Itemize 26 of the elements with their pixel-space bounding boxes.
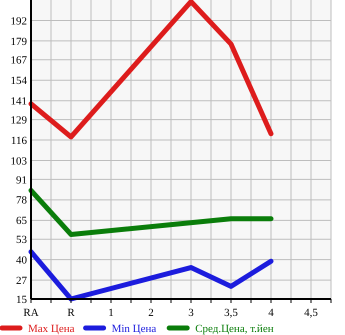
y-tick-label: 129 bbox=[10, 114, 28, 126]
legend-label: Max Цена bbox=[28, 323, 75, 335]
y-tick-label: 141 bbox=[10, 96, 27, 108]
x-tick-label: 3 bbox=[188, 307, 194, 319]
y-tick-label: 91 bbox=[16, 174, 27, 186]
y-tick-label: 167 bbox=[10, 54, 28, 67]
y-tick-label: 65 bbox=[16, 215, 28, 228]
y-tick-label: 27 bbox=[16, 274, 28, 287]
y-tick-label: 116 bbox=[10, 134, 28, 147]
y-tick-label: 15 bbox=[16, 294, 28, 306]
x-tick-label: 2 bbox=[148, 307, 154, 319]
legend-label: Сред.Цена, т.йен bbox=[195, 323, 274, 335]
x-tick-label: 4,5 bbox=[304, 307, 318, 319]
y-tick-label: 53 bbox=[16, 234, 28, 246]
y-tick-label: 154 bbox=[10, 75, 28, 88]
x-tick-label: RA bbox=[23, 307, 39, 319]
y-tick-label: 192 bbox=[10, 15, 27, 28]
x-tick-label: 1 bbox=[108, 307, 114, 319]
x-tick-label: 4 bbox=[268, 307, 274, 319]
y-tick-label: 103 bbox=[10, 155, 28, 168]
x-tick-label: R bbox=[67, 307, 76, 319]
y-tick-label: 78 bbox=[16, 194, 28, 207]
legend-label: Min Цена bbox=[112, 323, 156, 335]
x-tick-label: 3,5 bbox=[224, 307, 238, 319]
y-tick-label: 40 bbox=[16, 254, 28, 267]
y-tick-label: 179 bbox=[10, 36, 28, 48]
